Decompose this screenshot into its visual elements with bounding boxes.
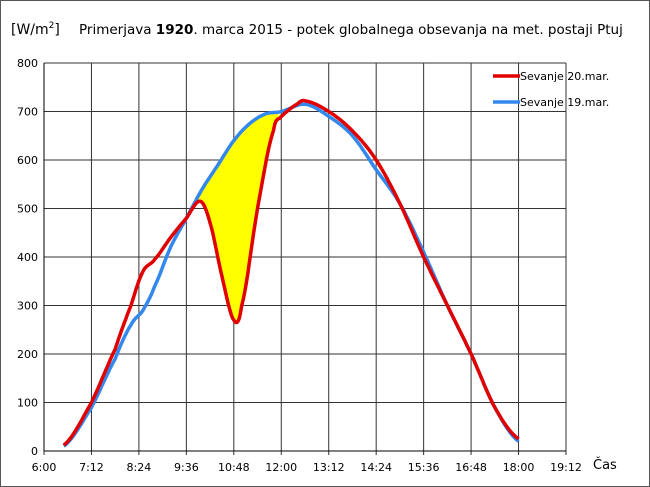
y-tick-label: 0 [31, 445, 38, 458]
x-tick-label: 10:48 [218, 461, 250, 474]
legend: Sevanje 20.mar. Sevanje 19.mar. [493, 70, 609, 109]
x-tick-label: 6:00 [32, 461, 57, 474]
x-tick-label: 9:36 [174, 461, 199, 474]
y-tick-label: 800 [17, 57, 38, 70]
x-tick-label: 8:24 [127, 461, 152, 474]
legend-label-19mar: Sevanje 19.mar. [520, 96, 609, 109]
y-tick-label: 400 [17, 251, 38, 264]
x-tick-label: 14:24 [360, 461, 392, 474]
x-tick-label: 15:36 [408, 461, 440, 474]
series-line-19mar [62, 102, 520, 448]
y-tick-label: 700 [17, 106, 38, 119]
x-tick-label: 7:12 [79, 461, 104, 474]
y-tick-label: 300 [17, 300, 38, 313]
series-line-20mar [62, 98, 520, 447]
x-tick-label: 19:12 [550, 461, 582, 474]
legend-label-20mar: Sevanje 20.mar. [520, 70, 609, 83]
x-tick-label: 18:00 [503, 461, 535, 474]
y-tick-label: 100 [17, 397, 38, 410]
y-tick-label: 200 [17, 348, 38, 361]
x-axis-label: Čas [593, 457, 617, 473]
y-tick-label: 500 [17, 203, 38, 216]
fill-area-difference [195, 112, 279, 323]
y-axis-label: [W/m2] [11, 21, 60, 38]
x-tick-label: 13:12 [313, 461, 345, 474]
x-tick-label: 16:48 [455, 461, 487, 474]
y-tick-label: 600 [17, 154, 38, 167]
chart-title: Primerjava 1920. marca 2015 - potek glob… [79, 22, 623, 38]
x-tick-label: 12:00 [265, 461, 297, 474]
